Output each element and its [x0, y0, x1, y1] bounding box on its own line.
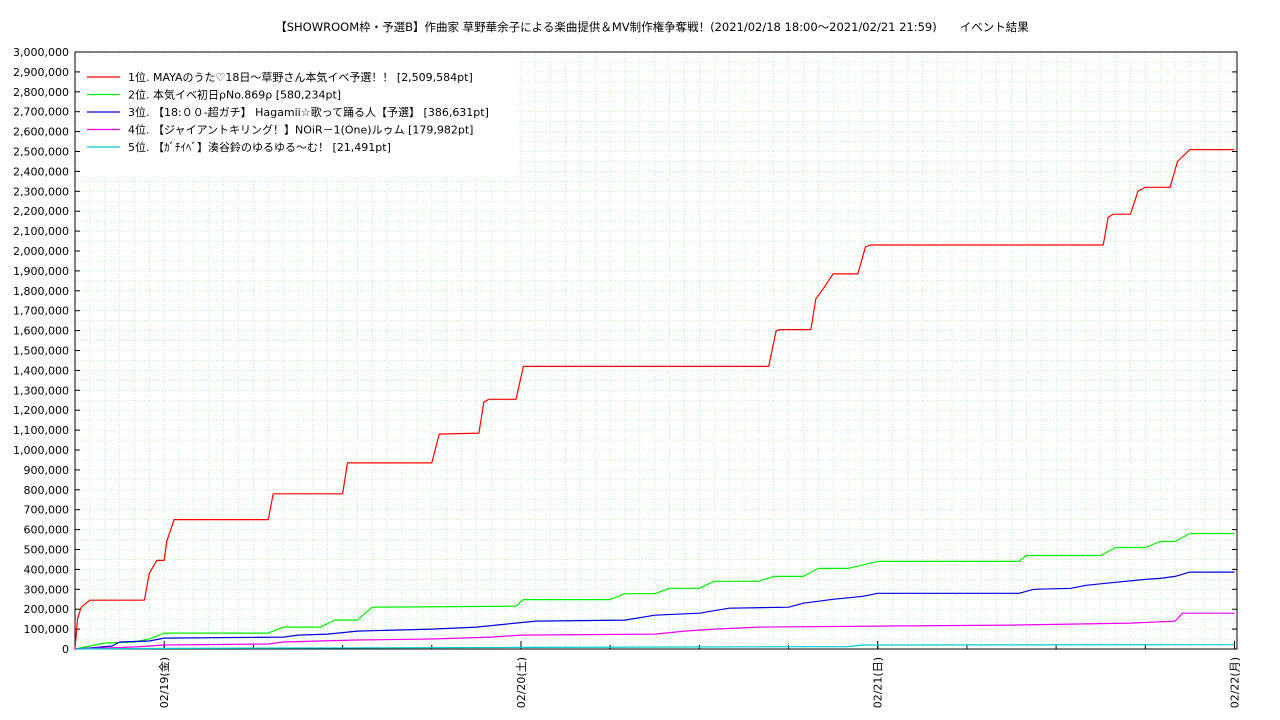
chart-title: 【SHOWROOM枠・予選B】作曲家 草野華余子による楽曲提供＆MV制作権争奪戦… [275, 20, 1029, 34]
y-tick-label: 2,500,000 [13, 146, 69, 159]
y-tick-label: 1,900,000 [13, 265, 69, 278]
y-tick-label: 900,000 [24, 464, 70, 477]
series-line-2 [74, 532, 1235, 650]
y-tick-label: 2,600,000 [13, 126, 69, 139]
legend-entry: 2位. 本気イベ初日ρNo.869ρ [580,234pt] [128, 88, 341, 102]
y-tick-label: 1,300,000 [13, 384, 69, 397]
y-tick-label: 1,000,000 [13, 444, 69, 457]
y-tick-label: 2,000,000 [13, 245, 69, 258]
y-tick-label: 2,800,000 [13, 86, 69, 99]
y-tick-label: 100,000 [24, 623, 70, 636]
y-tick-label: 3,000,000 [13, 46, 69, 59]
x-tick-label: 02/22(月) [1229, 657, 1242, 708]
legend-entry: 4位. 【ジャイアントキリング！】NOiR－1(One)ルゥム [179,982… [128, 123, 473, 137]
y-tick-label: 1,700,000 [13, 305, 69, 318]
y-tick-label: 1,100,000 [13, 424, 69, 437]
y-tick-label: 2,400,000 [13, 165, 69, 178]
y-tick-label: 600,000 [24, 524, 70, 537]
legend: 1位. MAYAのうた︎♡18日〜草野さん本気イベ予選！！ [2,509,584… [80, 58, 518, 178]
y-tick-label: 1,800,000 [13, 285, 69, 298]
y-tick-label: 300,000 [24, 583, 70, 596]
legend-box [80, 58, 518, 178]
legend-entry: 5位. 【ｶﾞﾁｲﾍﾞ】湊谷鈴のゆるゆる〜む！ [21,491pt] [128, 140, 391, 154]
y-tick-label: 1,600,000 [13, 325, 69, 338]
y-axis: 0 100,000 200,000 300,000 400,000 500,000 600,… [13, 46, 1237, 656]
series-line-3 [74, 571, 1235, 650]
x-tick-label: 02/19(金) [157, 657, 171, 708]
y-tick-label: 2,200,000 [13, 205, 69, 218]
y-tick-label: 400,000 [24, 563, 70, 576]
series-line-5 [74, 644, 1235, 650]
y-tick-label: 2,700,000 [13, 106, 69, 119]
y-tick-label: 1,400,000 [13, 364, 69, 377]
x-axis: 02/19(金) 02/20(土) 02/21(日) 02/22(月) [74, 641, 1242, 708]
series-line-1 [74, 149, 1235, 650]
y-tick-label: 500,000 [24, 544, 70, 557]
y-tick-label: 2,300,000 [13, 185, 69, 198]
y-tick-label: 700,000 [24, 504, 70, 517]
legend-entry: 3位. 【18:００-超ガチ】 Hagamii☆歌って踊る人【予選】 [386,… [128, 105, 489, 119]
legend-entry: 1位. MAYAのうた︎♡18日〜草野さん本気イベ予選！！ [2,509,584… [128, 70, 473, 84]
y-tick-label: 0 [62, 643, 69, 656]
y-tick-label: 2,900,000 [13, 66, 69, 79]
y-tick-label: 1,200,000 [13, 404, 69, 417]
series-line-4 [74, 612, 1235, 650]
x-tick-label: 02/20(土) [515, 657, 528, 708]
y-tick-label: 2,100,000 [13, 225, 69, 238]
series-lines [74, 149, 1235, 650]
y-tick-label: 1,500,000 [13, 345, 69, 358]
y-tick-label: 200,000 [24, 603, 70, 616]
x-tick-label: 02/21(日) [872, 657, 885, 708]
y-tick-label: 800,000 [24, 484, 70, 497]
